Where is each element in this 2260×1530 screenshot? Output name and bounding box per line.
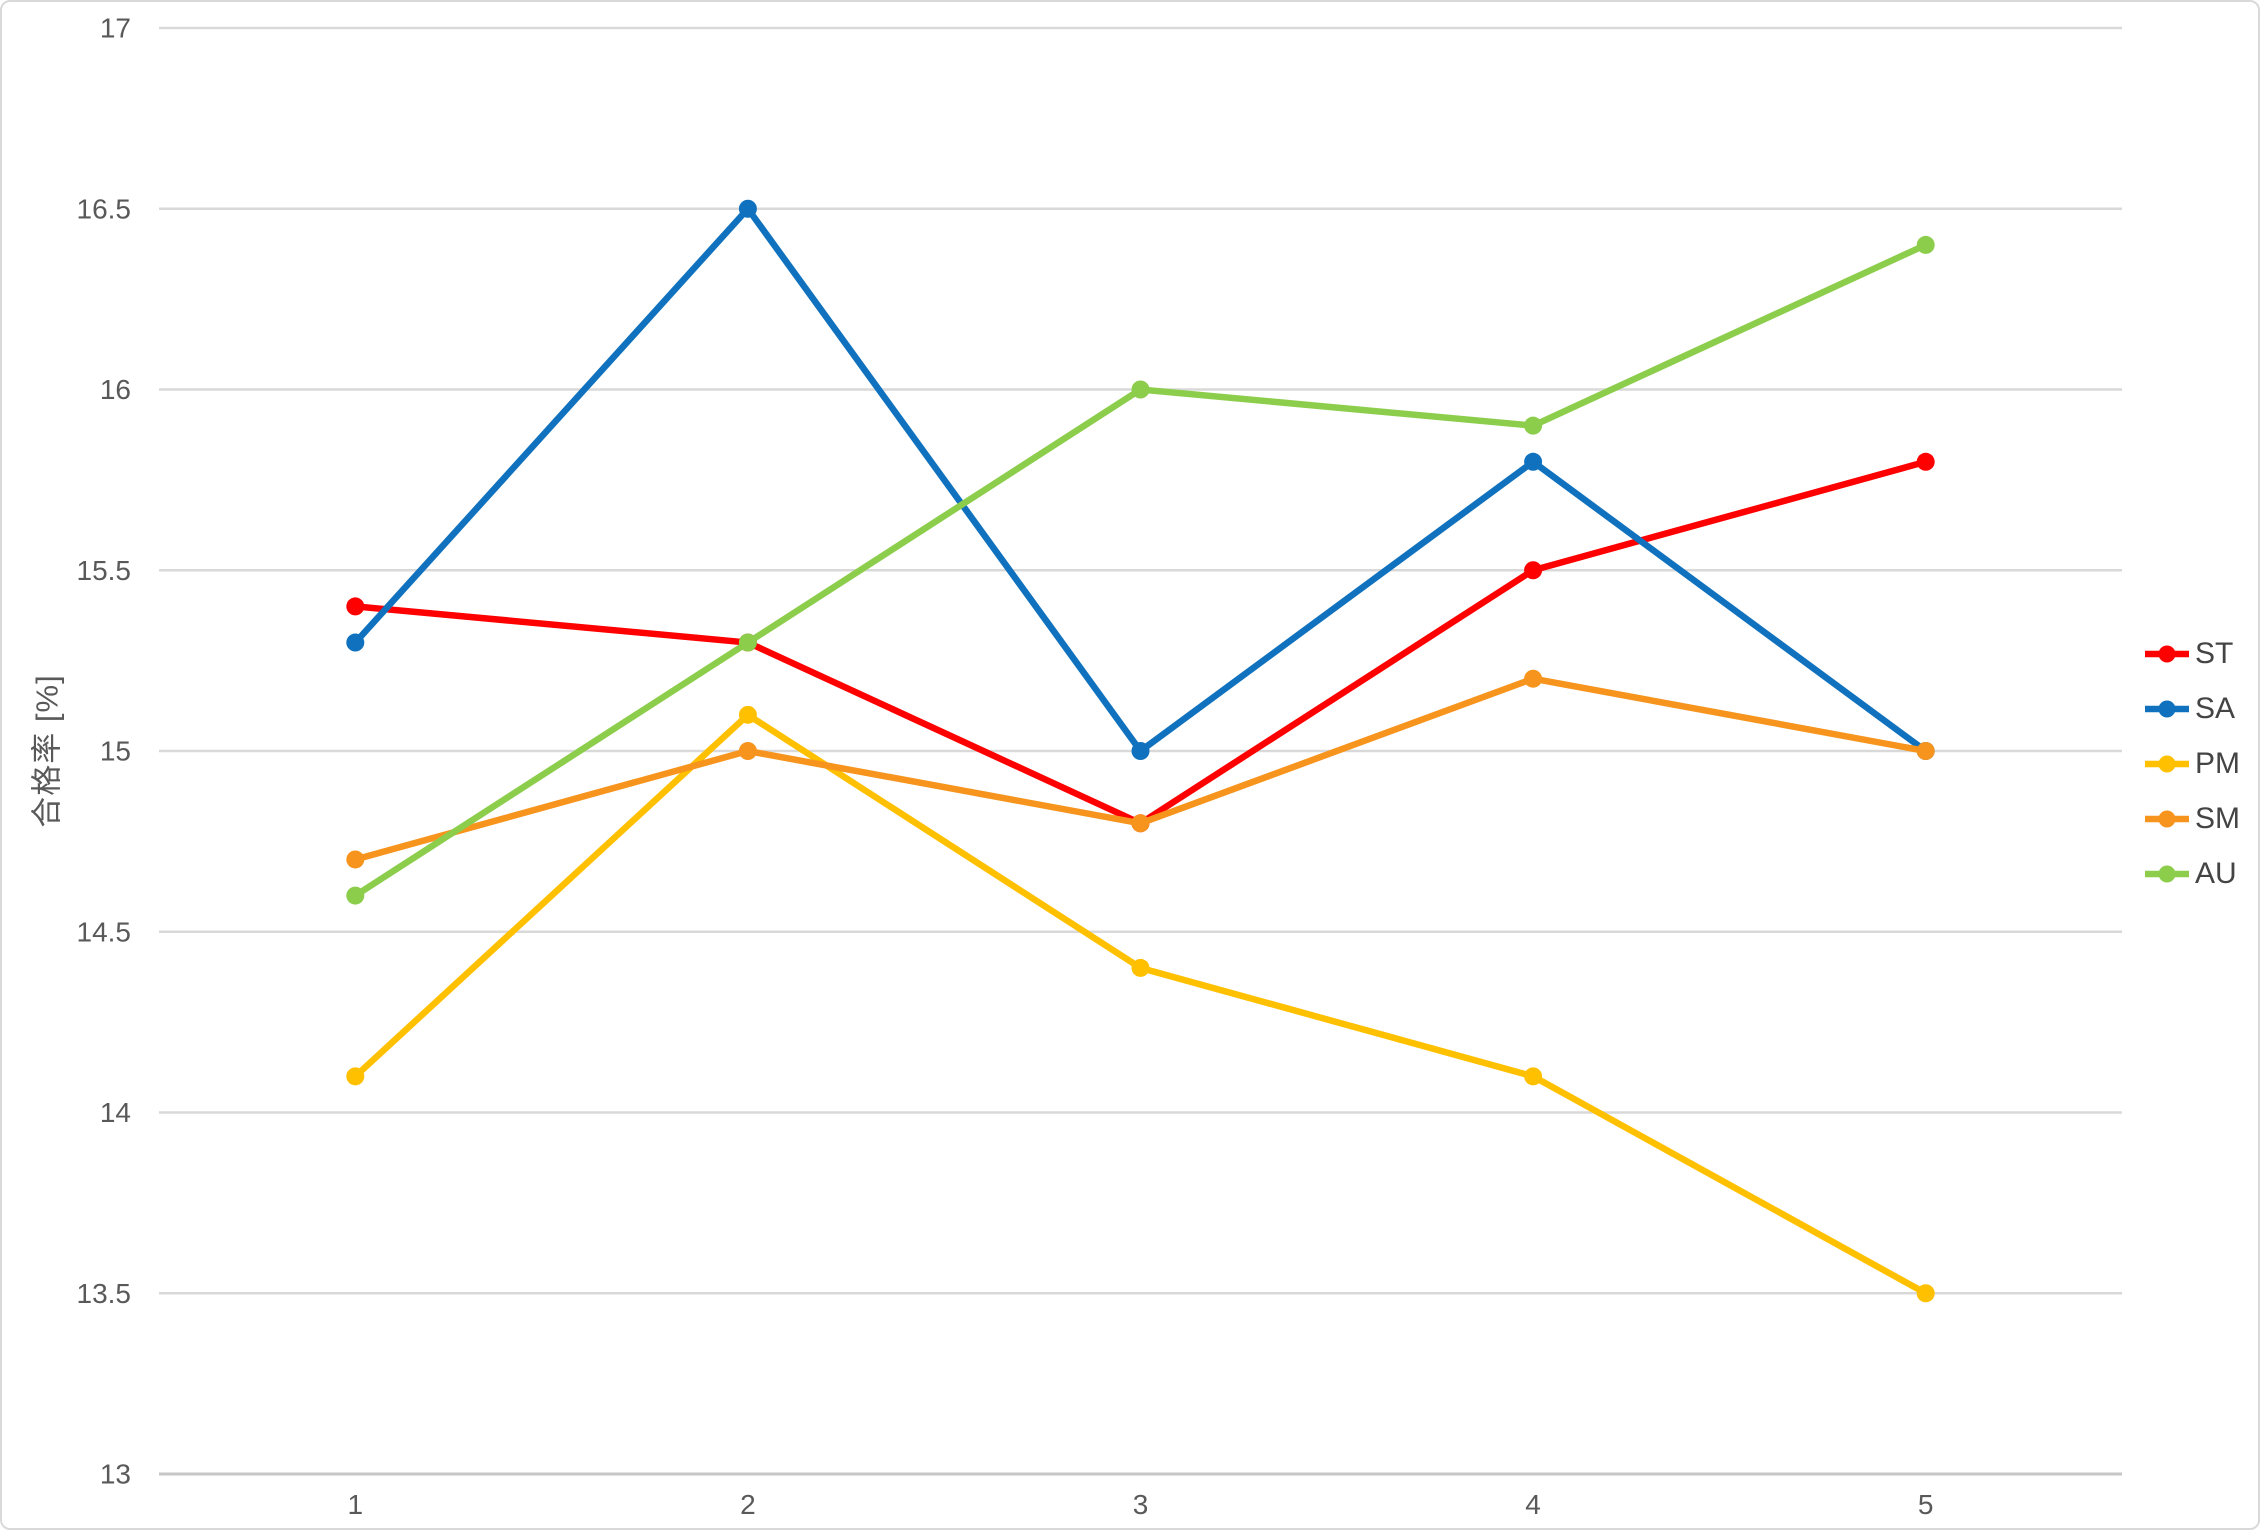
- legend-marker-icon: [2145, 700, 2189, 717]
- series-marker-SM: [1524, 669, 1543, 688]
- legend-label: AU: [2195, 856, 2237, 890]
- series-marker-SA: [1131, 742, 1150, 760]
- y-tick-label: 15.5: [77, 555, 132, 586]
- legend-label: ST: [2195, 636, 2234, 670]
- x-tick-label: 5: [1918, 1489, 1934, 1520]
- x-tick-label: 1: [348, 1489, 364, 1520]
- legend-marker-icon: [2145, 645, 2189, 662]
- y-tick-label: 14.5: [77, 916, 132, 947]
- series-marker-AU: [346, 886, 365, 905]
- x-tick-label: 2: [740, 1489, 756, 1520]
- series-marker-SA: [1524, 452, 1543, 471]
- series-marker-SA: [738, 199, 757, 218]
- series-marker-AU: [1524, 416, 1543, 435]
- legend-label: SA: [2195, 691, 2236, 725]
- series-marker-SM: [1916, 742, 1935, 760]
- series-marker-AU: [1916, 235, 1935, 254]
- y-tick-label: 17: [100, 13, 131, 44]
- legend-label: PM: [2195, 746, 2240, 780]
- legend-item-ST: ST: [2144, 636, 2240, 670]
- legend-label: SM: [2195, 801, 2240, 835]
- series-marker-ST: [1916, 452, 1935, 471]
- series-marker-PM: [1916, 1284, 1935, 1303]
- series-marker-AU: [1131, 380, 1150, 399]
- legend-item-AU: AU: [2144, 856, 2240, 890]
- y-tick-label: 14: [100, 1097, 131, 1128]
- series-line-ST: [352, 458, 1929, 827]
- y-tick-label: 13: [100, 1459, 131, 1490]
- series-marker-SM: [1131, 814, 1150, 833]
- series-marker-PM: [738, 705, 757, 724]
- series-marker-PM: [1524, 1067, 1543, 1086]
- legend-marker-icon: [2145, 865, 2189, 882]
- series-line-SA: [352, 205, 1929, 755]
- series-line-SM: [352, 675, 1929, 863]
- series-line-PM: [352, 711, 1929, 1297]
- series-marker-ST: [346, 597, 365, 616]
- y-tick-label: 16.5: [77, 193, 132, 224]
- series-marker-PM: [1131, 958, 1150, 977]
- legend-marker-icon: [2145, 810, 2189, 827]
- legend-marker-icon: [2145, 755, 2189, 772]
- legend-item-SA: SA: [2144, 691, 2240, 725]
- series-marker-SM: [738, 742, 757, 760]
- y-tick-label: 15: [100, 736, 131, 767]
- legend-item-SM: SM: [2144, 801, 2240, 835]
- x-tick-label: 4: [1525, 1489, 1541, 1520]
- y-tick-label: 16: [100, 374, 131, 405]
- x-tick-label: 3: [1133, 1489, 1149, 1520]
- y-tick-label: 13.5: [77, 1278, 132, 1309]
- series-marker-SM: [346, 850, 365, 869]
- series-marker-AU: [738, 633, 757, 652]
- legend: ST SA PM SM AU: [2144, 636, 2240, 890]
- series-marker-ST: [1524, 561, 1543, 580]
- series-marker-PM: [346, 1067, 365, 1086]
- series-marker-SA: [346, 633, 365, 652]
- legend-item-PM: PM: [2144, 746, 2240, 780]
- y-axis-title: 合格率 [%]: [29, 674, 65, 828]
